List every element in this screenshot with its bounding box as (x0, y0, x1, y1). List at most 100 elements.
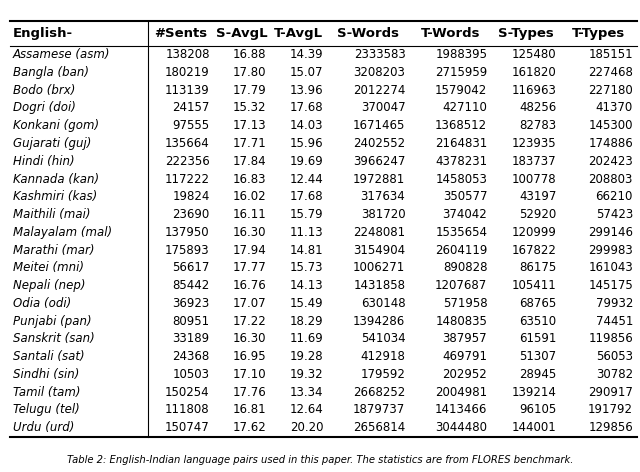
Text: 412918: 412918 (360, 350, 405, 363)
Text: 150747: 150747 (165, 421, 210, 434)
Text: Nepali (nep): Nepali (nep) (13, 279, 85, 292)
Text: 16.30: 16.30 (233, 332, 267, 346)
Text: 1879737: 1879737 (353, 404, 405, 416)
Text: 19824: 19824 (172, 190, 210, 203)
Text: 1207687: 1207687 (435, 279, 487, 292)
Text: 12.44: 12.44 (290, 173, 324, 185)
Text: 3044480: 3044480 (435, 421, 487, 434)
Text: 17.13: 17.13 (233, 119, 267, 132)
Text: T-AvgL: T-AvgL (275, 27, 323, 40)
Text: 86175: 86175 (520, 261, 557, 274)
Text: 11.69: 11.69 (290, 332, 324, 346)
Text: 2604119: 2604119 (435, 244, 487, 257)
Text: 19.32: 19.32 (290, 368, 324, 381)
Text: 15.79: 15.79 (290, 208, 324, 221)
Text: #Sents: #Sents (154, 27, 207, 40)
Text: 20.20: 20.20 (290, 421, 324, 434)
Text: 208803: 208803 (589, 173, 633, 185)
Text: 14.39: 14.39 (290, 48, 324, 61)
Text: 61591: 61591 (519, 332, 557, 346)
Text: 17.84: 17.84 (233, 155, 267, 168)
Text: Tamil (tam): Tamil (tam) (13, 386, 80, 399)
Text: 191792: 191792 (588, 404, 633, 416)
Text: 16.88: 16.88 (233, 48, 267, 61)
Text: 52920: 52920 (520, 208, 557, 221)
Text: Meitei (mni): Meitei (mni) (13, 261, 84, 274)
Text: 2656814: 2656814 (353, 421, 405, 434)
Text: Bodo (brx): Bodo (brx) (13, 84, 75, 97)
Text: 85442: 85442 (173, 279, 210, 292)
Text: 51307: 51307 (520, 350, 557, 363)
Text: 145175: 145175 (588, 279, 633, 292)
Text: 381720: 381720 (361, 208, 405, 221)
Text: 16.83: 16.83 (233, 173, 267, 185)
Text: 119856: 119856 (588, 332, 633, 346)
Text: 19.28: 19.28 (290, 350, 324, 363)
Text: 180219: 180219 (165, 66, 210, 79)
Text: Table 2: English-Indian language pairs used in this paper. The statistics are fr: Table 2: English-Indian language pairs u… (67, 455, 573, 465)
Text: 144001: 144001 (512, 421, 557, 434)
Text: 23690: 23690 (173, 208, 210, 221)
Text: 123935: 123935 (512, 137, 557, 150)
Text: 111808: 111808 (165, 404, 210, 416)
Text: 17.80: 17.80 (233, 66, 267, 79)
Text: 15.32: 15.32 (233, 101, 267, 114)
Text: 11.13: 11.13 (290, 226, 324, 239)
Text: 33189: 33189 (173, 332, 210, 346)
Text: Dogri (doi): Dogri (doi) (13, 101, 76, 114)
Text: 97555: 97555 (173, 119, 210, 132)
Text: 16.95: 16.95 (233, 350, 267, 363)
Text: 3966247: 3966247 (353, 155, 405, 168)
Text: 16.81: 16.81 (233, 404, 267, 416)
Text: 299146: 299146 (588, 226, 633, 239)
Text: 16.11: 16.11 (233, 208, 267, 221)
Text: 137950: 137950 (165, 226, 210, 239)
Text: 18.29: 18.29 (290, 315, 324, 328)
Text: 17.68: 17.68 (290, 101, 324, 114)
Text: T-Words: T-Words (420, 27, 480, 40)
Text: 113139: 113139 (165, 84, 210, 97)
Text: T-Types: T-Types (572, 27, 625, 40)
Text: 350577: 350577 (443, 190, 487, 203)
Text: 1458053: 1458053 (435, 173, 487, 185)
Text: 116963: 116963 (512, 84, 557, 97)
Text: 24368: 24368 (173, 350, 210, 363)
Text: 2668252: 2668252 (353, 386, 405, 399)
Text: 183737: 183737 (512, 155, 557, 168)
Text: 175893: 175893 (165, 244, 210, 257)
Text: 10503: 10503 (173, 368, 210, 381)
Text: 299983: 299983 (588, 244, 633, 257)
Text: 17.62: 17.62 (233, 421, 267, 434)
Text: 17.68: 17.68 (290, 190, 324, 203)
Text: 17.77: 17.77 (233, 261, 267, 274)
Text: 129856: 129856 (588, 421, 633, 434)
Text: 135664: 135664 (165, 137, 210, 150)
Text: 541034: 541034 (361, 332, 405, 346)
Text: 74451: 74451 (596, 315, 633, 328)
Text: 630148: 630148 (361, 297, 405, 310)
Text: 15.07: 15.07 (290, 66, 324, 79)
Text: 30782: 30782 (596, 368, 633, 381)
Text: Kashmiri (kas): Kashmiri (kas) (13, 190, 97, 203)
Text: 28945: 28945 (520, 368, 557, 381)
Text: 68765: 68765 (520, 297, 557, 310)
Text: 1394286: 1394286 (353, 315, 405, 328)
Text: 24157: 24157 (172, 101, 210, 114)
Text: 17.94: 17.94 (233, 244, 267, 257)
Text: 17.76: 17.76 (233, 386, 267, 399)
Text: 96105: 96105 (520, 404, 557, 416)
Text: 3154904: 3154904 (353, 244, 405, 257)
Text: 387957: 387957 (443, 332, 487, 346)
Text: 79932: 79932 (596, 297, 633, 310)
Text: 374042: 374042 (442, 208, 487, 221)
Text: 43197: 43197 (519, 190, 557, 203)
Text: Marathi (mar): Marathi (mar) (13, 244, 94, 257)
Text: 138208: 138208 (165, 48, 210, 61)
Text: 1413466: 1413466 (435, 404, 487, 416)
Text: 12.64: 12.64 (290, 404, 324, 416)
Text: 2402552: 2402552 (353, 137, 405, 150)
Text: 4378231: 4378231 (435, 155, 487, 168)
Text: 202952: 202952 (442, 368, 487, 381)
Text: 15.49: 15.49 (290, 297, 324, 310)
Text: 15.73: 15.73 (290, 261, 324, 274)
